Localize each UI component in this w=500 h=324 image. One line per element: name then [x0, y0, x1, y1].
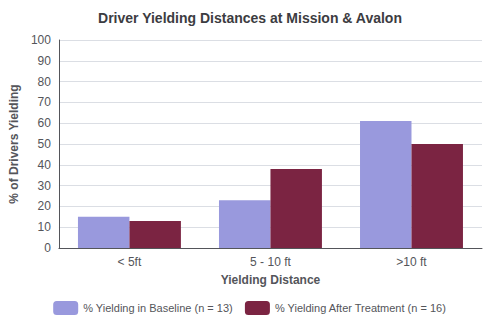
svg-text:% Yielding in Baseline (n = 13: % Yielding in Baseline (n = 13) [83, 302, 233, 314]
svg-text:% of Drivers Yielding: % of Drivers Yielding [7, 84, 21, 203]
svg-text:80: 80 [38, 75, 52, 89]
svg-text:< 5ft: < 5ft [118, 255, 142, 269]
svg-text:5 - 10 ft: 5 - 10 ft [250, 255, 291, 269]
svg-text:10: 10 [38, 220, 52, 234]
svg-text:100: 100 [31, 33, 51, 47]
svg-text:Yielding Distance: Yielding Distance [221, 273, 321, 287]
svg-text:60: 60 [38, 116, 52, 130]
svg-text:30: 30 [38, 179, 52, 193]
svg-text:>10 ft: >10 ft [396, 255, 427, 269]
svg-text:% Yielding After Treatment (n: % Yielding After Treatment (n = 16) [275, 302, 446, 314]
svg-text:70: 70 [38, 95, 52, 109]
svg-text:40: 40 [38, 158, 52, 172]
svg-text:0: 0 [44, 241, 51, 255]
svg-text:20: 20 [38, 199, 52, 213]
svg-text:Driver Yielding Distances at M: Driver Yielding Distances at Mission & A… [98, 10, 402, 26]
svg-text:50: 50 [38, 137, 52, 151]
svg-text:90: 90 [38, 54, 52, 68]
